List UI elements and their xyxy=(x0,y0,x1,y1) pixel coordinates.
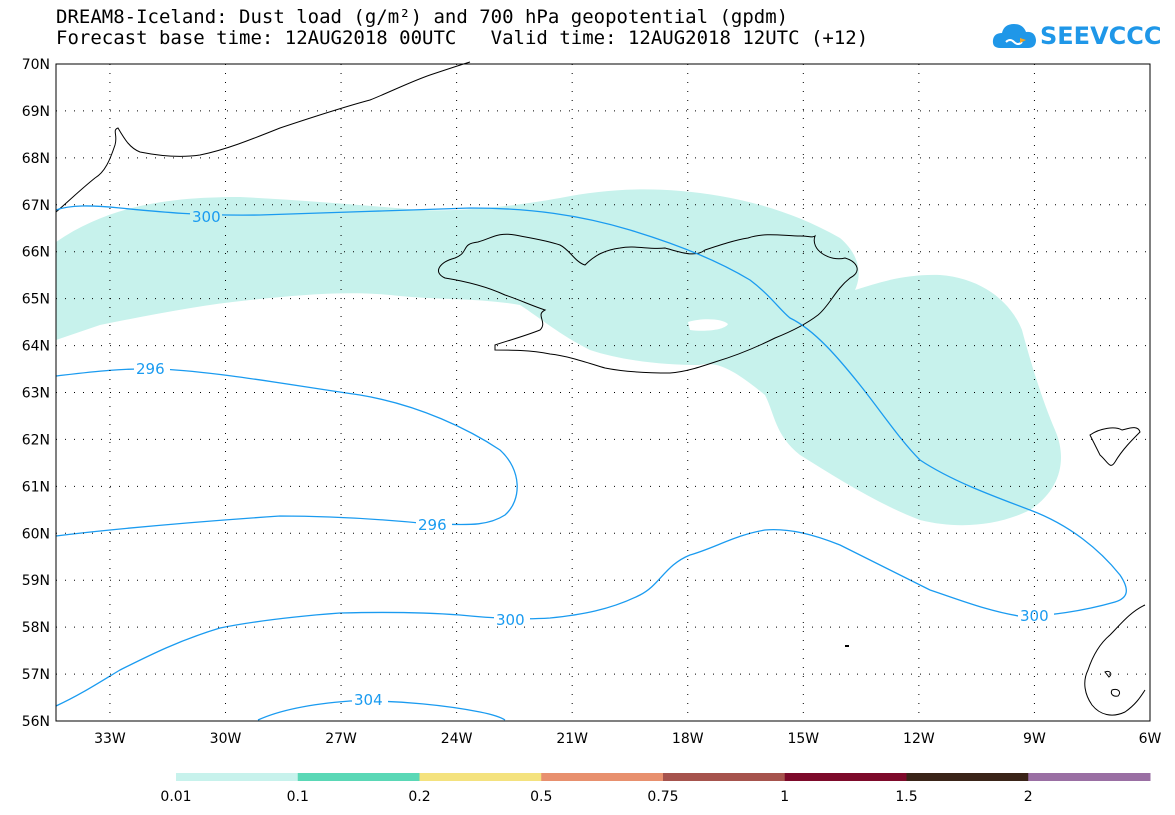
legend-swatch xyxy=(541,773,664,781)
lat-label: 64N xyxy=(22,339,50,355)
lat-label: 68N xyxy=(22,151,50,167)
legend-swatch xyxy=(297,773,420,781)
lat-label: 58N xyxy=(22,620,50,636)
color-legend: 0.01 0.1 0.2 0.5 0.75 1 1.5 2 xyxy=(160,773,1151,805)
faroe-coast xyxy=(1089,427,1141,466)
dust-area xyxy=(56,189,1062,526)
lon-label: 12W xyxy=(903,731,935,747)
contour-296 xyxy=(55,368,518,537)
contour-label: 296 xyxy=(418,516,447,534)
lon-label: 33W xyxy=(94,731,126,747)
map-title: DREAM8-Iceland: Dust load (g/m²) and 700… xyxy=(56,6,789,28)
contour-labels: 300 296 296 300 300 304 xyxy=(134,208,1054,709)
scotland-islands xyxy=(1104,671,1121,697)
lat-label: 57N xyxy=(22,667,50,683)
scotland-coast xyxy=(1084,604,1146,716)
lon-label: 9W xyxy=(1023,731,1046,747)
greenland-coast xyxy=(55,61,471,213)
lat-label: 61N xyxy=(22,479,50,495)
legend-label: 1 xyxy=(780,789,789,805)
lon-label: 15W xyxy=(787,731,819,747)
lon-label: 6W xyxy=(1139,731,1162,747)
lat-label: 69N xyxy=(22,104,50,120)
legend-swatch xyxy=(784,773,907,781)
contour-label: 296 xyxy=(136,360,165,378)
legend-swatch xyxy=(663,773,786,781)
legend-label: 0.75 xyxy=(647,789,678,805)
contour-300-north xyxy=(55,205,1127,707)
logo-text: SEEVCCC xyxy=(1040,22,1162,50)
glacier-hole xyxy=(688,319,728,331)
lon-label: 21W xyxy=(556,731,588,747)
legend-label: 2 xyxy=(1024,789,1033,805)
contour-label: 300 xyxy=(496,611,525,629)
iceland-coast xyxy=(438,233,858,374)
lat-label: 63N xyxy=(22,386,50,402)
contour-label: 304 xyxy=(354,691,383,709)
legend-label: 0.1 xyxy=(287,789,309,805)
legend-label: 0.01 xyxy=(160,789,191,805)
rockall-dot xyxy=(845,645,849,647)
map-frame xyxy=(55,63,1151,722)
legend-swatch xyxy=(419,773,542,781)
lat-label: 67N xyxy=(22,198,50,214)
cloud-icon xyxy=(992,24,1036,48)
lon-label: 18W xyxy=(672,731,704,747)
contour-label: 300 xyxy=(1020,607,1049,625)
legend-label: 0.2 xyxy=(408,789,430,805)
lat-label: 60N xyxy=(22,526,50,542)
legend-label: 1.5 xyxy=(895,789,917,805)
lon-label: 24W xyxy=(441,731,473,747)
longitude-labels: 33W 30W 27W 24W 21W 18W 15W 12W 9W 6W xyxy=(94,731,1161,747)
geopotential-contours xyxy=(55,205,1127,721)
legend-swatch xyxy=(176,773,299,781)
lat-label: 70N xyxy=(22,57,50,73)
lat-label: 66N xyxy=(22,245,50,261)
lat-label: 65N xyxy=(22,292,50,308)
lat-label: 59N xyxy=(22,573,50,589)
lat-label: 62N xyxy=(22,432,50,448)
contour-label: 300 xyxy=(192,208,221,226)
legend-swatch xyxy=(906,773,1029,781)
lon-label: 30W xyxy=(210,731,242,747)
legend-swatch xyxy=(1028,773,1151,781)
latitude-labels: 70N 69N 68N 67N 66N 65N 64N 63N 62N 61N 60N 59N 58N 5… xyxy=(22,57,50,730)
legend-label: 0.5 xyxy=(530,789,552,805)
contour-304 xyxy=(257,700,506,721)
lat-label: 56N xyxy=(22,714,50,730)
map-subtitle: Forecast base time: 12AUG2018 00UTC Vali… xyxy=(56,27,869,49)
lon-label: 27W xyxy=(325,731,357,747)
